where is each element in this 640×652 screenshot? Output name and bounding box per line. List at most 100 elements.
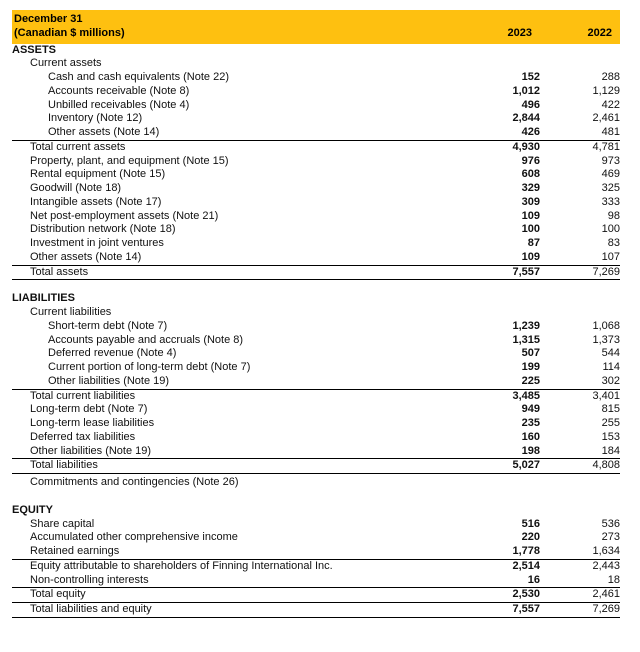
row-label: Net post-employment assets (Note 21) xyxy=(12,210,460,224)
header-row-2: (Canadian $ millions) 2023 2022 xyxy=(14,26,612,40)
table-row: Short-term debt (Note 7)1,2391,068 xyxy=(12,320,620,334)
financial-table: ASSETS Current assets Cash and cash equi… xyxy=(12,44,620,618)
row-val-2022: 7,269 xyxy=(540,266,620,280)
row-label: Accounts payable and accruals (Note 8) xyxy=(12,334,460,348)
row-val-2023: 309 xyxy=(460,196,540,210)
row-val-2023: 225 xyxy=(460,375,540,389)
row-val-2022: 4,781 xyxy=(540,141,620,155)
row-val-2023: 198 xyxy=(460,445,540,459)
row-val-2023: 2,514 xyxy=(460,560,540,574)
equity-heading: EQUITY xyxy=(12,504,460,518)
row-val-2022: 325 xyxy=(540,182,620,196)
row-label: Goodwill (Note 18) xyxy=(12,182,460,196)
table-row: Goodwill (Note 18)329325 xyxy=(12,182,620,196)
table-row: Deferred revenue (Note 4)507544 xyxy=(12,347,620,361)
row-val-2022: 2,443 xyxy=(540,560,620,574)
row-val-2023: 2,844 xyxy=(460,112,540,126)
row-val-2023: 1,239 xyxy=(460,320,540,334)
row-label: Other liabilities (Note 19) xyxy=(12,375,460,389)
table-row: Property, plant, and equipment (Note 15)… xyxy=(12,155,620,169)
row-val-2023: 1,315 xyxy=(460,334,540,348)
row-val-2023: 426 xyxy=(460,126,540,140)
row-label: Total liabilities xyxy=(12,459,460,473)
table-row: Distribution network (Note 18)100100 xyxy=(12,223,620,237)
table-row: Intangible assets (Note 17)309333 xyxy=(12,196,620,210)
table-row: Accumulated other comprehensive income22… xyxy=(12,531,620,545)
row-val-2022: 114 xyxy=(540,361,620,375)
row-label: Equity attributable to shareholders of F… xyxy=(12,560,460,574)
table-row: Investment in joint ventures8783 xyxy=(12,237,620,251)
row-label: Non-controlling interests xyxy=(12,574,460,588)
table-row: Long-term lease liabilities235255 xyxy=(12,417,620,431)
row-val-2022: 422 xyxy=(540,99,620,113)
current-assets-heading: Current assets xyxy=(12,57,460,71)
table-row: Accounts receivable (Note 8)1,0121,129 xyxy=(12,85,620,99)
row-val-2023: 100 xyxy=(460,223,540,237)
header-row-1: December 31 xyxy=(14,12,612,26)
table-row: Total liabilities5,0274,808 xyxy=(12,458,620,473)
currency-label: (Canadian $ millions) xyxy=(14,26,452,40)
table-row: Total current liabilities3,4853,401 xyxy=(12,389,620,404)
table-row: Share capital516536 xyxy=(12,518,620,532)
row-label: Total current assets xyxy=(12,141,460,155)
row-label: Total assets xyxy=(12,266,460,280)
row-val-2022: 288 xyxy=(540,71,620,85)
row-val-2022: 544 xyxy=(540,347,620,361)
row-label: Cash and cash equivalents (Note 22) xyxy=(12,71,460,85)
row-val-2023: 109 xyxy=(460,251,540,265)
date-label: December 31 xyxy=(14,12,612,26)
table-row: Equity attributable to shareholders of F… xyxy=(12,559,620,574)
table-row: Other assets (Note 14)426481 xyxy=(12,126,620,140)
table-header: December 31 (Canadian $ millions) 2023 2… xyxy=(12,10,620,44)
row-label: Accumulated other comprehensive income xyxy=(12,531,460,545)
row-label: Accounts receivable (Note 8) xyxy=(12,85,460,99)
row-val-2022: 273 xyxy=(540,531,620,545)
row-val-2023: 608 xyxy=(460,168,540,182)
row-label: Other liabilities (Note 19) xyxy=(12,445,460,459)
row-val-2022: 973 xyxy=(540,155,620,169)
row-val-2023: 2,530 xyxy=(460,588,540,602)
row-label: Current portion of long-term debt (Note … xyxy=(12,361,460,375)
row-val-2023: 16 xyxy=(460,574,540,588)
row-val-2023: 507 xyxy=(460,347,540,361)
row-val-2023: 109 xyxy=(460,210,540,224)
row-val-2022: 100 xyxy=(540,223,620,237)
row-label: Distribution network (Note 18) xyxy=(12,223,460,237)
table-row: Total assets7,5577,269 xyxy=(12,265,620,280)
row-val-2023: 1,778 xyxy=(460,545,540,559)
row-val-2023: 329 xyxy=(460,182,540,196)
table-row: Current portion of long-term debt (Note … xyxy=(12,361,620,375)
row-label: Total equity xyxy=(12,588,460,602)
row-val-2022: 1,129 xyxy=(540,85,620,99)
assets-heading: ASSETS xyxy=(12,44,460,58)
row-val-2023: 5,027 xyxy=(460,459,540,473)
row-val-2022: 333 xyxy=(540,196,620,210)
table-row: Cash and cash equivalents (Note 22)15228… xyxy=(12,71,620,85)
row-val-2022: 536 xyxy=(540,518,620,532)
row-val-2023: 152 xyxy=(460,71,540,85)
table-row: Rental equipment (Note 15)608469 xyxy=(12,168,620,182)
row-val-2022: 2,461 xyxy=(540,112,620,126)
row-val-2023: 3,485 xyxy=(460,390,540,404)
row-val-2023: 199 xyxy=(460,361,540,375)
row-val-2022: 184 xyxy=(540,445,620,459)
row-label: Long-term debt (Note 7) xyxy=(12,403,460,417)
table-row: Inventory (Note 12)2,8442,461 xyxy=(12,112,620,126)
row-val-2023: 976 xyxy=(460,155,540,169)
row-val-2022: 469 xyxy=(540,168,620,182)
table-row: Net post-employment assets (Note 21)1099… xyxy=(12,210,620,224)
commitments-note: Commitments and contingencies (Note 26) xyxy=(12,476,460,490)
row-val-2023: 949 xyxy=(460,403,540,417)
row-val-2022: 3,401 xyxy=(540,390,620,404)
row-label: Long-term lease liabilities xyxy=(12,417,460,431)
row-label: Total liabilities and equity xyxy=(12,603,460,617)
row-label: Other assets (Note 14) xyxy=(12,126,460,140)
row-label: Intangible assets (Note 17) xyxy=(12,196,460,210)
row-val-2022: 302 xyxy=(540,375,620,389)
row-label: Unbilled receivables (Note 4) xyxy=(12,99,460,113)
row-label: Other assets (Note 14) xyxy=(12,251,460,265)
year-col-2022: 2022 xyxy=(532,26,612,40)
row-val-2022: 4,808 xyxy=(540,459,620,473)
row-label: Inventory (Note 12) xyxy=(12,112,460,126)
row-val-2023: 4,930 xyxy=(460,141,540,155)
